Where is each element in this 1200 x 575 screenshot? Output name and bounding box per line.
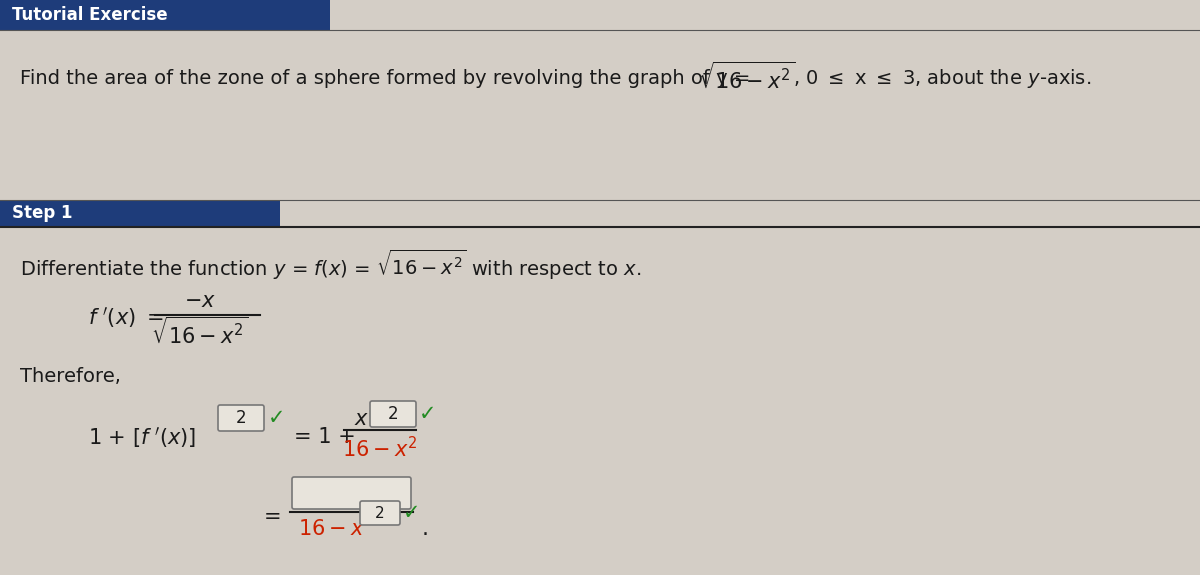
Text: Therefore,: Therefore, [20,367,121,386]
Text: Find the area of the zone of a sphere formed by revolving the graph of y =: Find the area of the zone of a sphere fo… [20,68,757,87]
Text: Step 1: Step 1 [12,205,72,223]
Text: =: = [264,507,282,527]
Text: 2: 2 [235,409,246,427]
Text: $\sqrt{16 - x^2}$: $\sqrt{16 - x^2}$ [151,317,248,349]
Text: $\sqrt{16 - x^2}$: $\sqrt{16 - x^2}$ [698,62,796,94]
FancyBboxPatch shape [0,0,330,30]
FancyBboxPatch shape [218,405,264,431]
FancyBboxPatch shape [292,477,410,509]
Text: $-x$: $-x$ [184,291,216,311]
Text: 1 + [$f\ '(x)$]: 1 + [$f\ '(x)$] [88,424,196,450]
Text: .: . [422,519,430,539]
Text: ✓: ✓ [403,503,420,523]
Text: $f\ '(x)\ =$: $f\ '(x)\ =$ [88,305,164,329]
Text: $16 - x$: $16 - x$ [298,519,365,539]
Text: 2: 2 [388,405,398,423]
Text: $x$: $x$ [354,409,370,429]
FancyBboxPatch shape [0,200,280,227]
Text: ✓: ✓ [419,404,437,424]
Text: 2: 2 [376,505,385,520]
FancyBboxPatch shape [360,501,400,525]
Text: = 1 +: = 1 + [294,427,355,447]
Text: Differentiate the function $y$ = $f$($x$) = $\sqrt{16 - x^2}$ with respect to $x: Differentiate the function $y$ = $f$($x$… [20,248,641,282]
Text: $16 - x^2$: $16 - x^2$ [342,436,418,462]
Text: Tutorial Exercise: Tutorial Exercise [12,6,168,24]
FancyBboxPatch shape [370,401,416,427]
Text: , 0 $\leq$ x $\leq$ 3, about the $y$-axis.: , 0 $\leq$ x $\leq$ 3, about the $y$-axi… [793,67,1091,90]
Text: ✓: ✓ [268,408,286,428]
